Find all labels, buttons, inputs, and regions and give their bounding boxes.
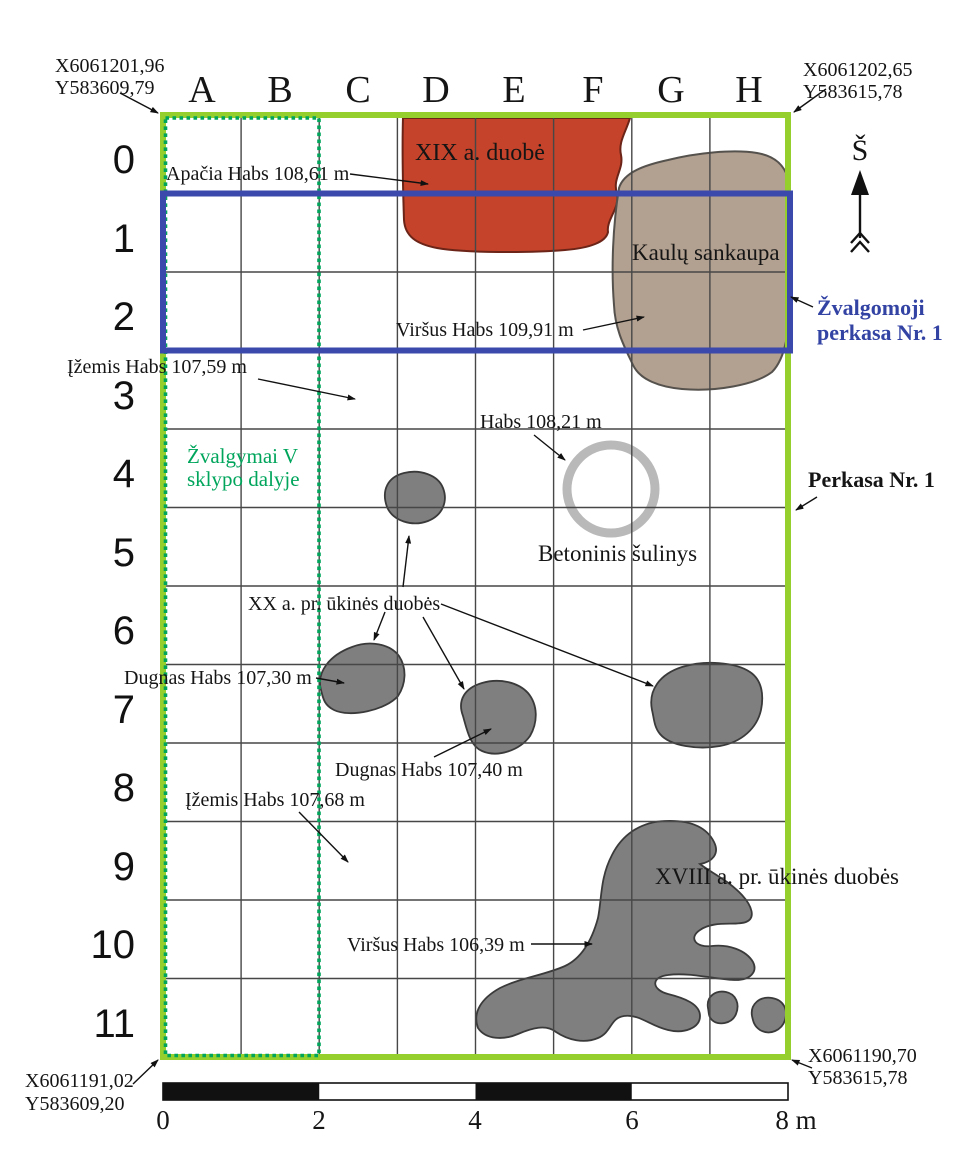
- bone-cluster-shape: [611, 150, 793, 391]
- exploratory-trench-label-line1: Žvalgomoji: [817, 295, 925, 320]
- scale-tick-6: 6: [625, 1105, 639, 1135]
- elevation-dugnas-left-label: Dugnas Habs 107,30 m: [124, 667, 312, 689]
- north-arrow-feather: [850, 231, 870, 253]
- arrow-apacia: [349, 173, 429, 187]
- arrow-exploratory-trench: [790, 296, 814, 308]
- survey-area-dotted-green: [163, 116, 321, 1058]
- north-label: Š: [852, 134, 869, 167]
- grid-row-labels: 0 1 2 3 4 5 6 7 8 9 10 11: [91, 138, 136, 1046]
- arrow-xx-long: [440, 603, 654, 687]
- column-label-g: G: [657, 69, 684, 111]
- arrow-virsus-top: [582, 315, 645, 331]
- row-label-9: 9: [113, 845, 135, 889]
- exploratory-trench-label: Žvalgomoji perkasa Nr. 1: [817, 295, 943, 345]
- arrow-main-trench: [795, 496, 818, 511]
- xviii-pit-small-b-shape: [750, 996, 787, 1034]
- scale-bar-segment-4-6: [475, 1083, 632, 1100]
- xx-pit-mid-shape: [460, 680, 537, 755]
- arrow-well: [533, 434, 566, 461]
- elevation-apacia-label: Apačia Habs 108,61 m: [166, 163, 350, 185]
- arrow-corner-bottomright: [791, 1059, 813, 1069]
- exploratory-trench-label-line2: perkasa Nr. 1: [817, 320, 943, 345]
- grid-column-labels: A B C D E F G H: [188, 69, 762, 111]
- leader-arrows: [119, 88, 827, 1085]
- xx-pit-left-shape: [319, 642, 406, 714]
- arrow-izemis-lower: [298, 811, 349, 863]
- xviii-pit-large-shape: [475, 820, 756, 1042]
- trench-border-green: [160, 112, 791, 1060]
- xviii-pits-label: XVIII a. pr. ūkinės duobės: [655, 864, 899, 889]
- coord-top-left-y: Y583609,79: [55, 77, 154, 99]
- column-label-d: D: [422, 69, 449, 111]
- column-label-e: E: [502, 69, 525, 111]
- row-label-3: 3: [113, 374, 135, 418]
- xx-pit-small-shape: [383, 470, 446, 525]
- column-label-h: H: [735, 69, 762, 111]
- column-label-f: F: [582, 69, 603, 111]
- corner-coordinates: X6061201,96 Y583609,79 X6061202,65 Y5836…: [25, 55, 917, 1115]
- elevation-virsus-bottom-label: Viršus Habs 106,39 m: [347, 934, 525, 956]
- bone-cluster-label: Kaulų sankaupa: [632, 240, 780, 265]
- arrow-corner-topleft: [119, 92, 159, 114]
- row-label-4: 4: [113, 452, 135, 496]
- coord-bottom-right-y: Y583615,78: [808, 1067, 907, 1089]
- coord-top-left-x: X6061201,96: [55, 55, 164, 77]
- arrow-corner-bottomleft: [132, 1059, 159, 1085]
- scale-bar-segment-0-2: [163, 1083, 320, 1100]
- arrow-xx-up: [402, 535, 412, 588]
- arrow-dugnas-left: [315, 677, 345, 685]
- concrete-well-ring: [562, 440, 660, 538]
- north-arrow-head: [851, 170, 869, 195]
- row-label-11: 11: [93, 1002, 135, 1046]
- row-label-1: 1: [113, 217, 135, 261]
- xviii-pit-small-a-shape: [706, 990, 739, 1025]
- arrow-xx-downright: [422, 616, 465, 690]
- scale-bar: 0 2 4 6 8 m: [156, 1082, 817, 1135]
- scale-tick-8m: 8 m: [775, 1105, 816, 1135]
- arrow-xx-downleft: [373, 611, 386, 641]
- exploratory-trench-blue: [160, 190, 793, 354]
- column-label-b: B: [267, 69, 292, 111]
- scale-tick-4: 4: [468, 1105, 482, 1135]
- main-trench-label: Perkasa Nr. 1: [808, 467, 935, 492]
- elevation-well-label: Habs 108,21 m: [480, 411, 602, 433]
- scale-tick-2: 2: [312, 1105, 326, 1135]
- row-label-7: 7: [113, 688, 135, 732]
- arrow-izemis-upper: [257, 378, 356, 401]
- arrow-corner-topright: [793, 88, 827, 113]
- elevation-dugnas-mid-label: Dugnas Habs 107,40 m: [335, 759, 523, 781]
- elevation-virsus-top-label: Viršus Habs 109,91 m: [396, 319, 574, 341]
- scale-tick-0: 0: [156, 1105, 170, 1135]
- row-label-5: 5: [113, 531, 135, 575]
- row-label-2: 2: [113, 295, 135, 339]
- north-arrow: Š: [850, 134, 870, 253]
- xix-pit-label: XIX a. duobė: [415, 140, 545, 166]
- coord-top-right-x: X6061202,65: [803, 59, 912, 81]
- concrete-well-label: Betoninis šulinys: [538, 541, 697, 566]
- arrow-dugnas-mid: [433, 728, 492, 758]
- xx-pit-right-shape: [650, 662, 764, 749]
- row-label-8: 8: [113, 766, 135, 810]
- column-label-c: C: [345, 69, 370, 111]
- elevation-izemis-upper-label: Įžemis Habs 107,59 m: [67, 356, 247, 378]
- row-label-0: 0: [113, 138, 135, 182]
- elevation-izemis-lower-label: Įžemis Habs 107,68 m: [185, 789, 365, 811]
- coord-bottom-left-x: X6061191,02: [25, 1070, 134, 1092]
- coord-bottom-right-x: X6061190,70: [808, 1045, 917, 1067]
- grid-lines: [163, 115, 788, 1057]
- coord-top-right-y: Y583615,78: [803, 81, 902, 103]
- survey-area-label-line1: Žvalgymai V: [187, 444, 298, 468]
- row-label-6: 6: [113, 609, 135, 653]
- survey-area-label: Žvalgymai V sklypo dalyje: [187, 444, 300, 491]
- xx-pits-label: XX a. pr. ūkinės duobės: [248, 593, 440, 615]
- survey-area-label-line2: sklypo dalyje: [187, 467, 300, 491]
- row-label-10: 10: [91, 923, 136, 967]
- column-label-a: A: [188, 69, 216, 111]
- coord-bottom-left-y: Y583609,20: [25, 1093, 124, 1115]
- xix-pit-shape: [401, 117, 632, 254]
